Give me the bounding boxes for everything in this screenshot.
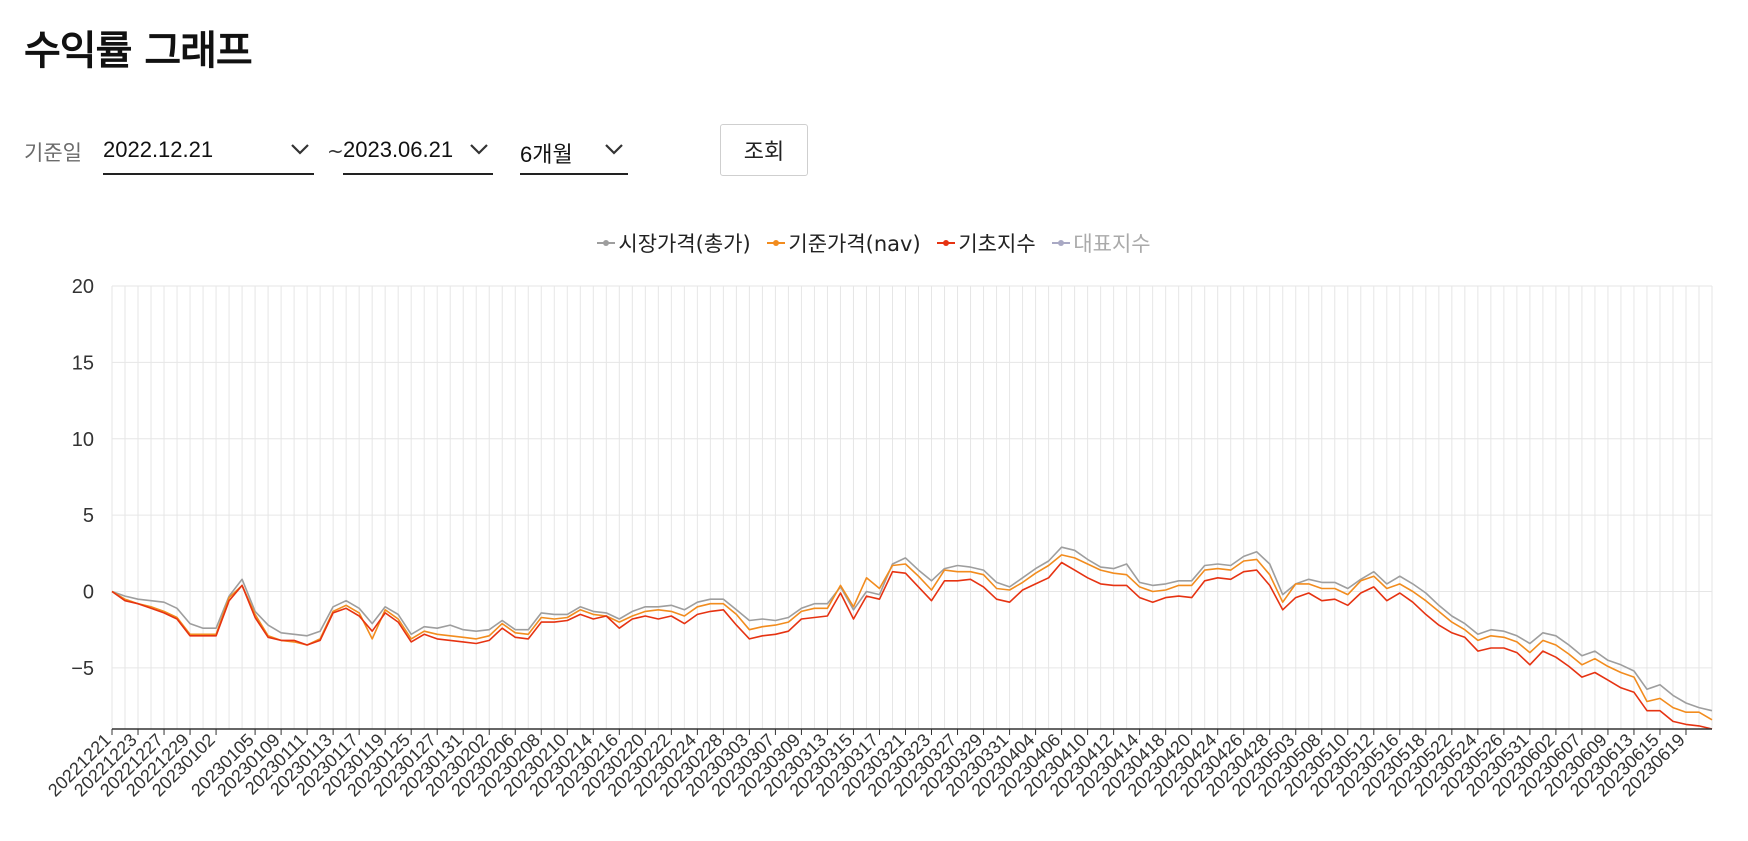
- chevron-down-icon: [605, 144, 623, 155]
- period-value: 6개월: [520, 142, 573, 167]
- legend-item-base-index[interactable]: 기초지수: [937, 228, 1036, 258]
- series-line-nav: [111, 554, 1713, 721]
- date-range-separator: ~: [327, 139, 344, 163]
- y-tick-label: 5: [83, 505, 94, 527]
- legend-item-nav[interactable]: 기준가격(nav): [767, 228, 921, 258]
- legend-marker-representative-index: [1052, 240, 1071, 246]
- legend-marker-market-price: [597, 240, 616, 246]
- y-tick-label: 0: [83, 582, 94, 604]
- start-date-select[interactable]: 2022.12.21: [103, 124, 314, 175]
- date-filter-bar: 기준일 2022.12.21 ~ 2023.06.21 6개월 조회: [24, 124, 1024, 178]
- y-tick-label: 20: [72, 276, 94, 298]
- legend-label-representative-index: 대표지수: [1073, 232, 1151, 256]
- legend-item-representative-index[interactable]: 대표지수: [1052, 228, 1151, 258]
- chevron-down-icon: [470, 144, 488, 155]
- end-date-value: 2023.06.21: [343, 137, 454, 162]
- series-line-market-price: [111, 546, 1713, 712]
- page-title: 수익률 그래프: [24, 28, 253, 74]
- y-tick-label: 15: [72, 352, 94, 374]
- legend-marker-nav: [767, 240, 786, 246]
- end-date-select[interactable]: 2023.06.21: [343, 124, 493, 175]
- base-date-label: 기준일: [24, 141, 82, 165]
- query-button[interactable]: 조회: [720, 124, 808, 176]
- chevron-down-icon: [291, 144, 309, 155]
- legend-marker-base-index: [937, 240, 956, 246]
- period-select[interactable]: 6개월: [520, 124, 628, 175]
- legend-label-nav: 기준가격(nav): [788, 232, 921, 256]
- start-date-value: 2022.12.21: [103, 137, 214, 162]
- legend-label-market-price: 시장가격(총가): [618, 232, 751, 256]
- series-line-base-index: [111, 561, 1713, 730]
- chart-legend: 시장가격(총가) 기준가격(nav) 기초지수 대표지수: [0, 228, 1748, 258]
- legend-label-base-index: 기초지수: [958, 232, 1036, 256]
- y-tick-label: −5: [71, 658, 94, 680]
- y-tick-label: 10: [72, 429, 94, 451]
- legend-item-market-price[interactable]: 시장가격(총가): [597, 228, 751, 258]
